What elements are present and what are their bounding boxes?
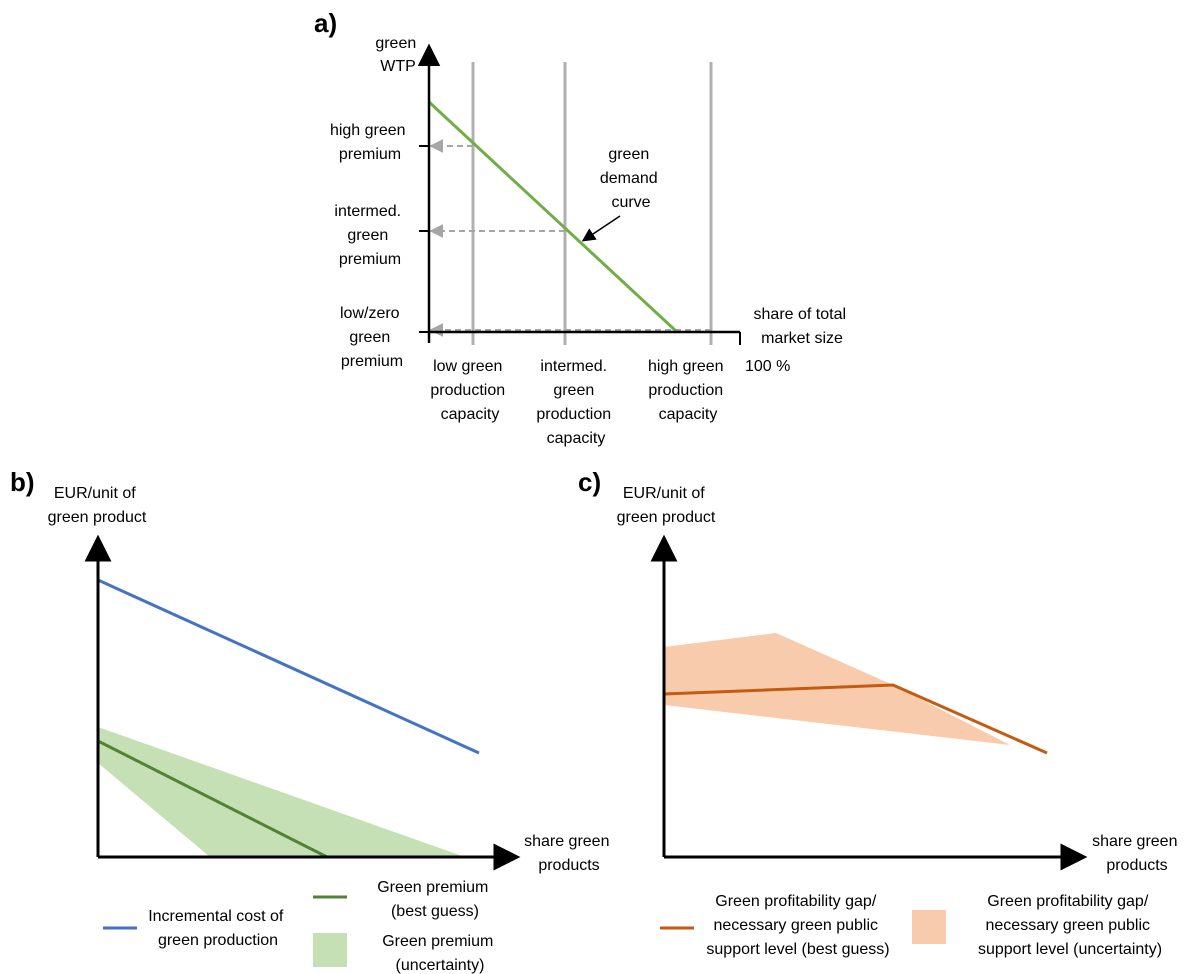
legend-gap-uncertainty-swatch bbox=[912, 910, 946, 944]
legend-gap-label: Green profitability gap/ necessary green… bbox=[706, 893, 889, 958]
y-label-high: high green premium bbox=[330, 122, 410, 163]
panel-c-y-title: EUR/unit of green product bbox=[617, 485, 716, 526]
panel-c-label: c) bbox=[578, 467, 601, 497]
curve-label-pointer bbox=[581, 215, 621, 242]
panel-b-label: b) bbox=[10, 467, 35, 497]
green-premium-uncertainty-band bbox=[98, 727, 465, 857]
x-label-100: 100 % bbox=[745, 358, 790, 375]
profitability-gap-line bbox=[663, 683, 1048, 755]
y-label-low: low/zero green premium bbox=[340, 305, 404, 370]
panel-a-x-title: share of total market size bbox=[754, 306, 851, 347]
panel-a-label: a) bbox=[314, 8, 337, 38]
legend-uncertainty-swatch bbox=[313, 933, 347, 967]
x-label-intermed: intermed. green production capacity bbox=[536, 358, 615, 447]
green-premium-line bbox=[97, 739, 328, 859]
incremental-cost-line bbox=[97, 578, 480, 755]
panel-a-y-title: green WTP bbox=[375, 35, 420, 75]
panel-c-x-title: share green products bbox=[1092, 833, 1182, 874]
curve-label: green demand curve bbox=[600, 146, 662, 211]
profitability-gap-uncertainty-band bbox=[664, 633, 1010, 745]
x-label-high: high green production capacity bbox=[648, 358, 728, 423]
panel-a: a) green WTP high green premium interme bbox=[314, 8, 851, 447]
panel-b-x-title: share green products bbox=[524, 833, 614, 874]
panel-b-legend: Incremental cost of green production Gre… bbox=[103, 879, 498, 974]
panel-c-legend: Green profitability gap/ necessary green… bbox=[660, 893, 1162, 958]
y-label-intermed: intermed. green premium bbox=[334, 203, 405, 268]
panel-b-y-title: EUR/unit of green product bbox=[48, 485, 147, 526]
legend-gap-uncertainty-label: Green profitability gap/ necessary green… bbox=[978, 893, 1162, 958]
x-label-low: low green production capacity bbox=[430, 358, 509, 423]
legend-uncertainty-label: Green premium (uncertainty) bbox=[382, 933, 498, 974]
legend-cost-label: Incremental cost of green production bbox=[148, 908, 288, 949]
panel-c: c) EUR/unit of green product share green… bbox=[578, 467, 1182, 958]
panel-b: b) EUR/unit of green product share green… bbox=[10, 467, 614, 974]
green-demand-curve bbox=[427, 100, 678, 333]
legend-premium-label: Green premium (best guess) bbox=[377, 879, 493, 920]
